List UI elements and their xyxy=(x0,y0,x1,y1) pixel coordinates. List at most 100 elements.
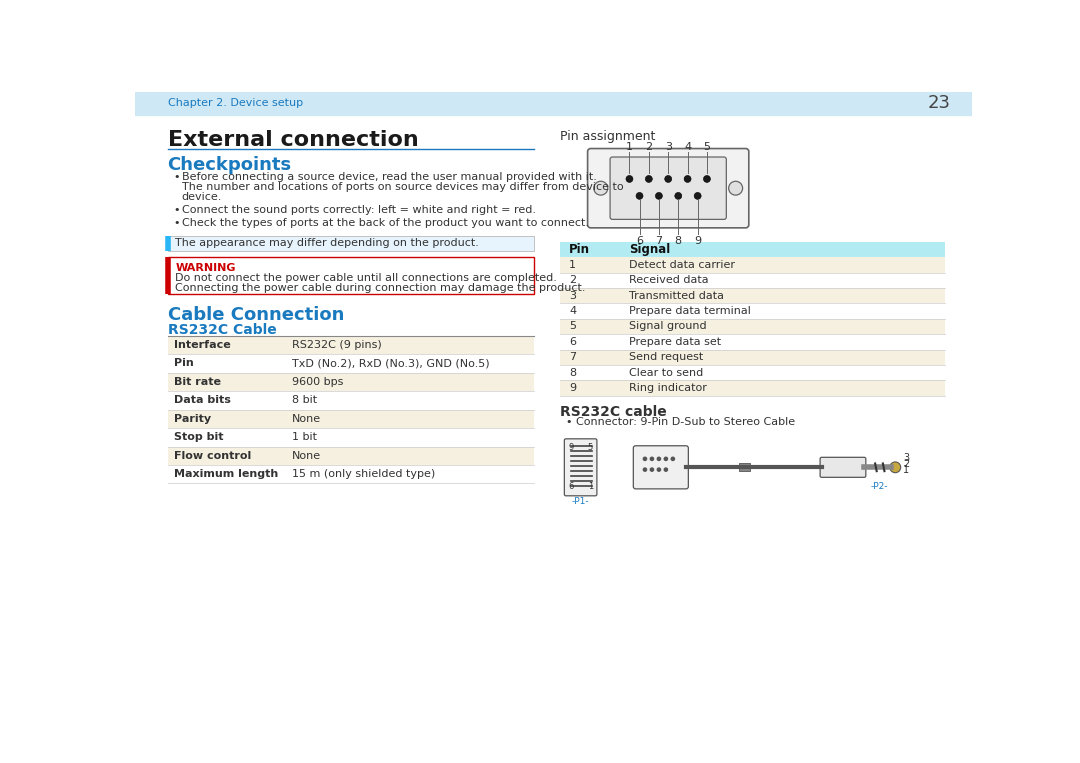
Bar xyxy=(167,446,535,465)
Text: 9: 9 xyxy=(569,383,576,393)
Bar xyxy=(559,349,945,365)
Circle shape xyxy=(657,456,661,461)
Text: Maximum length: Maximum length xyxy=(174,469,278,479)
Text: Signal ground: Signal ground xyxy=(630,321,707,331)
Bar xyxy=(167,465,535,484)
Text: 5: 5 xyxy=(569,321,576,331)
Bar xyxy=(167,428,535,446)
Text: 6: 6 xyxy=(636,236,643,246)
Bar xyxy=(559,319,945,334)
Text: 2: 2 xyxy=(645,143,652,153)
Text: • Connector: 9-Pin D-Sub to Stereo Cable: • Connector: 9-Pin D-Sub to Stereo Cable xyxy=(566,417,795,427)
FancyBboxPatch shape xyxy=(565,439,597,496)
Text: 9: 9 xyxy=(568,443,573,452)
Bar xyxy=(167,391,535,410)
Circle shape xyxy=(663,467,669,472)
Text: 8: 8 xyxy=(675,236,681,246)
Text: Prepare data terminal: Prepare data terminal xyxy=(630,306,752,316)
Text: RS232C cable: RS232C cable xyxy=(559,405,666,419)
Text: 23: 23 xyxy=(928,94,950,112)
Text: Data bits: Data bits xyxy=(174,395,231,405)
Text: Chapter 2. Device setup: Chapter 2. Device setup xyxy=(167,98,302,108)
Text: Cable Connection: Cable Connection xyxy=(167,307,343,324)
Circle shape xyxy=(675,192,681,199)
Bar xyxy=(167,410,535,428)
Circle shape xyxy=(890,462,901,473)
Text: 2: 2 xyxy=(569,275,576,285)
Text: Checkpoints: Checkpoints xyxy=(167,156,292,174)
Text: Ring indicator: Ring indicator xyxy=(630,383,707,393)
Circle shape xyxy=(649,456,654,461)
Circle shape xyxy=(694,192,701,199)
Text: Flow control: Flow control xyxy=(174,451,251,461)
Text: 5: 5 xyxy=(703,143,711,153)
Text: 1: 1 xyxy=(903,465,909,475)
Text: 3: 3 xyxy=(569,291,576,301)
Text: The appearance may differ depending on the product.: The appearance may differ depending on t… xyxy=(175,238,480,248)
Text: 4: 4 xyxy=(569,306,576,316)
Text: Pin: Pin xyxy=(569,243,590,256)
Text: 8 bit: 8 bit xyxy=(292,395,316,405)
Text: Check the types of ports at the back of the product you want to connect.: Check the types of ports at the back of … xyxy=(181,218,589,228)
Text: None: None xyxy=(292,451,321,461)
Bar xyxy=(559,304,945,319)
Text: •: • xyxy=(174,172,180,182)
Text: 3: 3 xyxy=(903,453,909,463)
Text: RS232C Cable: RS232C Cable xyxy=(167,324,276,337)
FancyBboxPatch shape xyxy=(820,457,866,478)
Text: 6: 6 xyxy=(568,482,573,491)
Text: None: None xyxy=(292,414,321,423)
Text: -P2-: -P2- xyxy=(872,482,889,491)
Text: The number and locations of ports on source devices may differ from device to: The number and locations of ports on sou… xyxy=(181,182,623,192)
Text: Bit rate: Bit rate xyxy=(174,377,220,387)
Text: 6: 6 xyxy=(569,336,576,347)
Circle shape xyxy=(703,175,711,182)
Circle shape xyxy=(664,175,672,182)
Circle shape xyxy=(663,456,669,461)
Text: Stop bit: Stop bit xyxy=(174,433,224,443)
Circle shape xyxy=(729,182,743,195)
Circle shape xyxy=(684,175,691,182)
Text: 9: 9 xyxy=(694,236,701,246)
FancyBboxPatch shape xyxy=(588,149,748,228)
Bar xyxy=(167,354,535,372)
Circle shape xyxy=(671,456,675,461)
Text: 4: 4 xyxy=(684,143,691,153)
Bar xyxy=(739,463,750,472)
Text: Pin: Pin xyxy=(174,359,193,369)
Bar xyxy=(559,288,945,304)
Text: WARNING: WARNING xyxy=(175,263,235,273)
Text: 1: 1 xyxy=(569,260,576,270)
Bar xyxy=(559,365,945,380)
Text: Detect data carrier: Detect data carrier xyxy=(630,260,735,270)
FancyBboxPatch shape xyxy=(610,157,727,220)
Bar xyxy=(559,334,945,349)
Bar xyxy=(167,336,535,354)
Text: 2: 2 xyxy=(903,459,909,469)
Text: device.: device. xyxy=(181,192,221,201)
Bar xyxy=(559,272,945,288)
Text: Signal: Signal xyxy=(630,243,671,256)
Text: External connection: External connection xyxy=(167,130,418,150)
Text: TxD (No.2), RxD (No.3), GND (No.5): TxD (No.2), RxD (No.3), GND (No.5) xyxy=(292,359,489,369)
Bar xyxy=(167,236,535,251)
FancyBboxPatch shape xyxy=(633,446,688,489)
Text: Received data: Received data xyxy=(630,275,710,285)
Text: Do not connect the power cable until all connections are completed.: Do not connect the power cable until all… xyxy=(175,272,557,282)
Circle shape xyxy=(657,467,661,472)
Text: Connecting the power cable during connection may damage the product.: Connecting the power cable during connec… xyxy=(175,282,585,292)
Text: Transmitted data: Transmitted data xyxy=(630,291,725,301)
Text: 7: 7 xyxy=(569,353,576,362)
Text: 9600 bps: 9600 bps xyxy=(292,377,343,387)
Bar xyxy=(559,380,945,396)
Text: 8: 8 xyxy=(569,368,576,378)
Text: 5: 5 xyxy=(588,443,593,452)
Text: Interface: Interface xyxy=(174,340,230,350)
Text: Send request: Send request xyxy=(630,353,704,362)
Circle shape xyxy=(626,175,633,182)
Circle shape xyxy=(656,192,662,199)
Text: Parity: Parity xyxy=(174,414,211,423)
Bar xyxy=(135,92,972,114)
Text: Pin assignment: Pin assignment xyxy=(559,130,656,143)
Circle shape xyxy=(636,192,643,199)
